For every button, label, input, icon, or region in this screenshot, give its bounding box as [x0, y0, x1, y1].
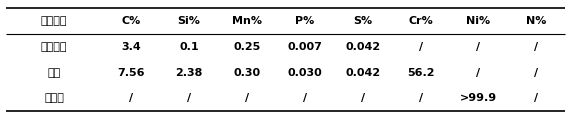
- Text: 脱磷铁水: 脱磷铁水: [41, 42, 67, 52]
- Text: /: /: [476, 42, 481, 52]
- Text: /: /: [476, 68, 481, 78]
- Text: 铬铁: 铬铁: [47, 68, 61, 78]
- Text: C%: C%: [122, 16, 141, 26]
- Text: 2.38: 2.38: [175, 68, 203, 78]
- Text: S%: S%: [353, 16, 372, 26]
- Text: P%: P%: [295, 16, 315, 26]
- Text: 0.25: 0.25: [234, 42, 260, 52]
- Text: N%: N%: [526, 16, 546, 26]
- Text: 电解镍: 电解镍: [44, 93, 64, 103]
- Text: 0.007: 0.007: [287, 42, 322, 52]
- Text: 7.56: 7.56: [118, 68, 145, 78]
- Text: Mn%: Mn%: [232, 16, 262, 26]
- Text: /: /: [245, 93, 249, 103]
- Text: >99.9: >99.9: [460, 93, 497, 103]
- Text: 0.1: 0.1: [179, 42, 199, 52]
- Text: 0.030: 0.030: [287, 68, 322, 78]
- Text: 56.2: 56.2: [407, 68, 435, 78]
- Text: /: /: [534, 93, 538, 103]
- Text: Si%: Si%: [178, 16, 200, 26]
- Text: /: /: [361, 93, 365, 103]
- Text: /: /: [419, 93, 423, 103]
- Text: 3.4: 3.4: [121, 42, 141, 52]
- Text: 0.30: 0.30: [234, 68, 260, 78]
- Text: /: /: [534, 42, 538, 52]
- Text: 0.042: 0.042: [345, 68, 380, 78]
- Text: 原料类别: 原料类别: [41, 16, 67, 26]
- Text: /: /: [419, 42, 423, 52]
- Text: 0.042: 0.042: [345, 42, 380, 52]
- Text: /: /: [187, 93, 191, 103]
- Text: Cr%: Cr%: [408, 16, 433, 26]
- Text: Ni%: Ni%: [467, 16, 490, 26]
- Text: /: /: [129, 93, 133, 103]
- Text: /: /: [534, 68, 538, 78]
- Text: /: /: [303, 93, 307, 103]
